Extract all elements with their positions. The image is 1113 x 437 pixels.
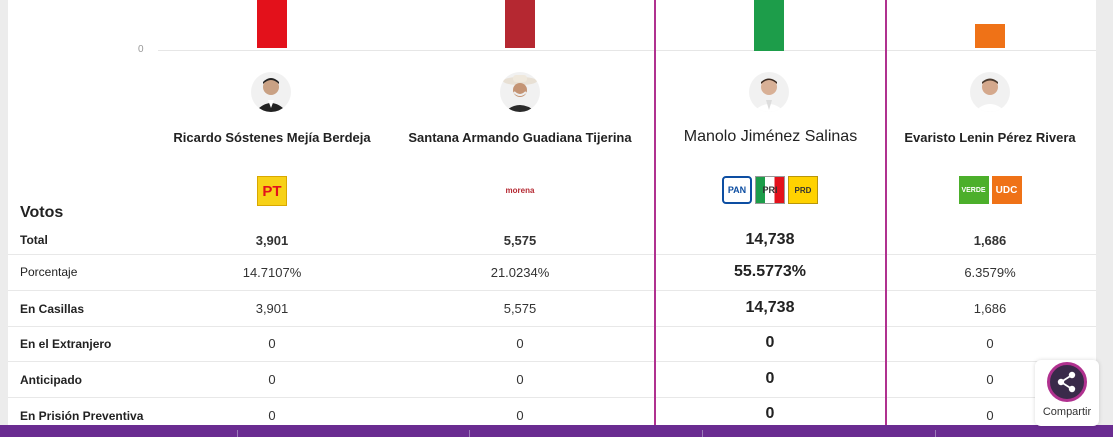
party-label-pan: PAN bbox=[727, 185, 747, 195]
axis-zero-label: 0 bbox=[138, 44, 144, 55]
cell-prision-santana: 0 bbox=[516, 408, 524, 423]
row-label-en-casillas: En Casillas bbox=[20, 302, 85, 316]
party-logo-pan: PAN bbox=[722, 176, 752, 204]
candidate-name-santana: Santana Armando Guadiana Tijerina bbox=[408, 130, 632, 145]
party-logo-pt: PT bbox=[257, 176, 287, 206]
vote-bar-ricardo bbox=[257, 0, 287, 48]
cell-casillas-evaristo: 1,686 bbox=[973, 301, 1007, 316]
row-label-en-el-extranjero: En el Extranjero bbox=[20, 337, 112, 351]
cell-total-manolo: 14,738 bbox=[745, 231, 795, 248]
cell-anticipado-ricardo: 0 bbox=[268, 372, 276, 387]
section-title-votos: Votos bbox=[20, 204, 64, 221]
footer-tick bbox=[935, 430, 936, 437]
cell-extranjero-manolo: 0 bbox=[765, 334, 775, 351]
cell-anticipado-evaristo: 0 bbox=[986, 372, 994, 387]
cell-prision-evaristo: 0 bbox=[986, 408, 994, 423]
cell-casillas-ricardo: 3,901 bbox=[255, 301, 289, 316]
candidate-name-ricardo: Ricardo Sóstenes Mejía Berdeja bbox=[173, 130, 371, 145]
candidate-name-manolo: Manolo Jiménez Salinas bbox=[683, 128, 858, 145]
share-icon[interactable] bbox=[1047, 362, 1087, 402]
cell-anticipado-santana: 0 bbox=[516, 372, 524, 387]
row-divider bbox=[8, 254, 1096, 255]
candidate-photo-manolo bbox=[749, 72, 789, 112]
row-label-en-prision-preventiva: En Prisión Preventiva bbox=[20, 409, 144, 423]
candidate-photo-santana bbox=[500, 72, 540, 112]
cell-extranjero-evaristo: 0 bbox=[986, 336, 994, 351]
cell-prision-manolo: 0 bbox=[765, 405, 775, 422]
row-divider bbox=[8, 290, 1096, 291]
cell-porcentaje-evaristo: 6.3579% bbox=[964, 265, 1016, 280]
party-label-udc: UDC bbox=[995, 184, 1018, 196]
party-logos-ricardo: PT bbox=[257, 176, 287, 206]
cell-extranjero-ricardo: 0 bbox=[268, 336, 276, 351]
party-label-pri: PRI bbox=[762, 185, 778, 195]
party-label-verde: VERDE bbox=[961, 186, 986, 194]
row-label-anticipado: Anticipado bbox=[20, 373, 82, 387]
footer-tick bbox=[469, 430, 470, 437]
party-label-prd: PRD bbox=[794, 185, 812, 195]
winner-column-right-border bbox=[885, 0, 887, 425]
cell-casillas-santana: 5,575 bbox=[503, 301, 537, 316]
cell-total-santana: 5,575 bbox=[503, 233, 537, 248]
party-logo-prd: PRD bbox=[788, 176, 818, 204]
cell-total-evaristo: 1,686 bbox=[973, 233, 1007, 248]
candidate-name-evaristo: Evaristo Lenin Pérez Rivera bbox=[904, 130, 1076, 145]
results-card: 0 Ricardo Sóstenes Mejía Berdeja Santana… bbox=[8, 0, 1096, 425]
cell-anticipado-manolo: 0 bbox=[765, 370, 775, 387]
cell-prision-ricardo: 0 bbox=[268, 408, 276, 423]
cell-porcentaje-santana: 21.0234% bbox=[490, 265, 550, 280]
party-logos-manolo: PAN PRI PRD bbox=[720, 176, 820, 204]
vote-bar-manolo bbox=[754, 0, 784, 51]
footer-tick bbox=[237, 430, 238, 437]
party-label-morena: morena bbox=[505, 185, 535, 195]
share-button[interactable]: Compartir bbox=[1035, 360, 1099, 426]
party-logo-pri: PRI bbox=[755, 176, 785, 204]
party-logo-morena: morena bbox=[496, 176, 544, 204]
cell-casillas-manolo: 14,738 bbox=[745, 299, 795, 316]
footer-tick bbox=[702, 430, 703, 437]
footer-bar bbox=[0, 425, 1113, 437]
axis-baseline bbox=[158, 50, 1096, 51]
winner-column-left-border bbox=[654, 0, 656, 425]
row-label-total: Total bbox=[20, 233, 48, 247]
party-label-pt: PT bbox=[262, 182, 282, 200]
party-logo-verde: VERDE bbox=[958, 176, 989, 204]
candidate-photo-evaristo bbox=[970, 72, 1010, 112]
cell-extranjero-santana: 0 bbox=[516, 336, 524, 351]
cell-porcentaje-manolo: 55.5773% bbox=[733, 263, 807, 280]
candidate-photo-ricardo bbox=[251, 72, 291, 112]
vote-bar-santana bbox=[505, 0, 535, 48]
row-divider bbox=[8, 361, 1096, 362]
vote-bar-evaristo bbox=[975, 24, 1005, 48]
party-logos-santana: morena bbox=[495, 176, 545, 204]
cell-total-ricardo: 3,901 bbox=[255, 233, 289, 248]
cell-porcentaje-ricardo: 14.7107% bbox=[242, 265, 302, 280]
party-logos-evaristo: VERDE UDC bbox=[958, 176, 1022, 204]
row-label-porcentaje: Porcentaje bbox=[20, 265, 78, 279]
row-divider bbox=[8, 326, 1096, 327]
share-label: Compartir bbox=[1042, 406, 1092, 418]
party-logo-udc: UDC bbox=[991, 176, 1022, 204]
row-divider bbox=[8, 397, 1096, 398]
